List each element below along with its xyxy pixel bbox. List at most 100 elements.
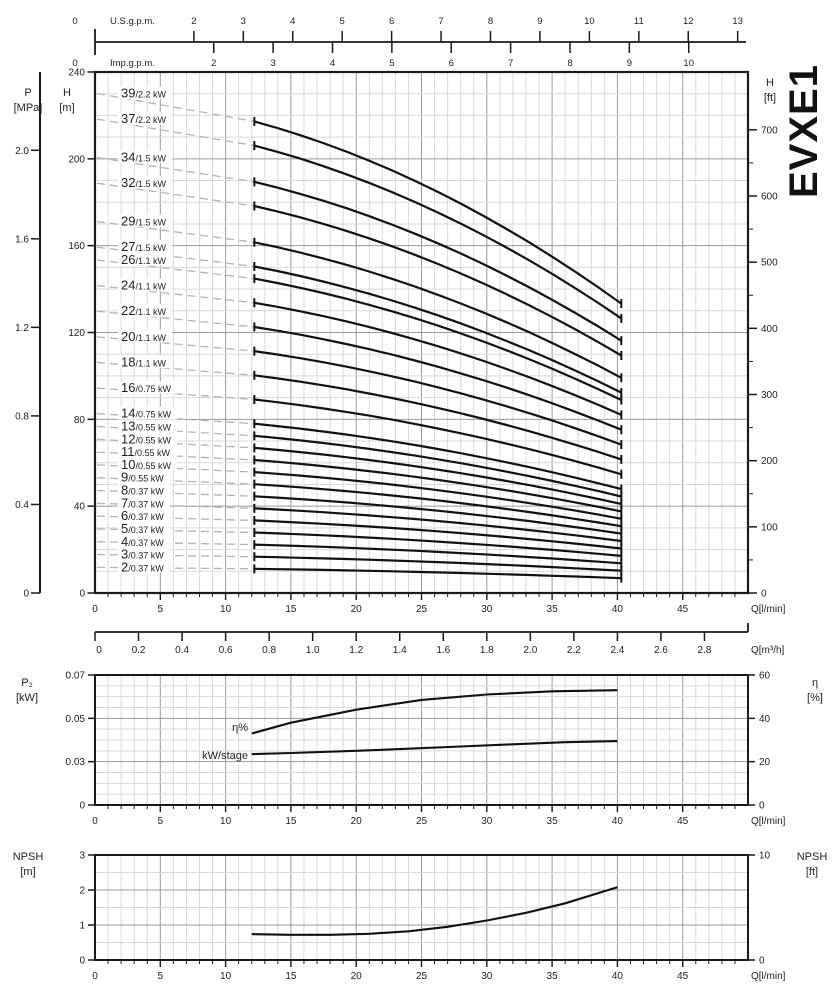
curve-label-32-stages: 32/1.5 kW [121, 175, 166, 190]
curve-label-bg [118, 86, 173, 99]
us-gpm-tick-label: 13 [732, 16, 743, 27]
x-tick-label: 35 [547, 604, 559, 615]
mpa-tick-label: 0.8 [15, 411, 29, 422]
power-axis-label: P₂ [kW] [4, 676, 50, 706]
x-axis-unit: Q[l/min] [751, 816, 786, 827]
curve-label-bg [118, 381, 177, 394]
head-curve-9-stages [254, 483, 622, 528]
x-tick-label: 10 [220, 816, 232, 827]
x-tick-label: 20 [351, 816, 363, 827]
curve-label-4-stages: 4/0.37 kW [121, 534, 164, 549]
x-tick-label: 30 [481, 816, 493, 827]
head-m-tick-label: 40 [74, 502, 86, 513]
x-tick-label: 0 [92, 816, 98, 827]
head-curve-37-stages [254, 144, 622, 320]
power-axis-unit: [kW] [16, 692, 38, 704]
head-ft-tick-label: 200 [761, 456, 778, 467]
curve-label-bg [118, 560, 170, 573]
eta-tick-label: 40 [759, 714, 771, 725]
eta-tick-label: 60 [759, 671, 771, 682]
x-tick-label: 10 [220, 971, 232, 982]
page-title: EVXE1 [782, 64, 826, 198]
m3h-axis-unit: Q[m³/h] [751, 645, 785, 656]
head-curve-3-stages [254, 555, 622, 572]
curve-label-2-stages: 2/0.37 kW [121, 559, 164, 574]
us-gpm-tick-label: 4 [290, 16, 295, 27]
x-tick-label: 25 [416, 816, 428, 827]
head-ft-tick-label: 600 [761, 191, 778, 202]
x-tick-label: 45 [677, 604, 689, 615]
power-axis-symbol: P₂ [21, 677, 33, 689]
curve-label-27-stages: 27/1.5 kW [121, 239, 166, 254]
curve-label-16-stages: 16/0.75 kW [121, 380, 171, 395]
npsh-ft-axis-label: NPSH [ft] [786, 850, 836, 880]
x-tick-label: 45 [677, 971, 689, 982]
imp-gpm-tick-label: 5 [389, 58, 394, 69]
x-tick-label: 20 [351, 971, 363, 982]
x-tick-label: 10 [220, 604, 232, 615]
m3h-tick-label: 1.0 [306, 645, 320, 656]
head-curve-27-stages [254, 265, 622, 394]
us-gpm-axis-label: U.S.g.p.m. [110, 16, 155, 27]
x-tick-label: 40 [612, 816, 624, 827]
us-gpm-tick-label: 12 [683, 16, 694, 27]
npsh-m-axis-unit: [m] [20, 866, 36, 878]
x-tick-label: 35 [547, 971, 559, 982]
head-curve-11-stages [254, 458, 622, 513]
head-m-axis-symbol: H [63, 87, 71, 99]
curve-label-9-stages: 9/0.55 kW [121, 470, 164, 485]
curve-label-bg [118, 355, 173, 368]
imp-gpm-tick-label: 2 [211, 58, 216, 69]
x-tick-label: 25 [416, 971, 428, 982]
curve-label-11-stages: 11/0.55 kW [121, 444, 171, 459]
imp-gpm-axis-label: Imp.g.p.m. [110, 58, 155, 69]
kw-per-stage-curve [251, 740, 618, 756]
x-tick-label: 5 [158, 816, 164, 827]
curve-label-bg [118, 547, 170, 561]
curve-label-bg [118, 496, 170, 509]
us-gpm-tick-label: 2 [191, 16, 196, 27]
curve-label-37-stages: 37/2.2 kW [121, 111, 166, 126]
x-tick-label: 15 [285, 604, 297, 615]
npsh-m-tick-label: 0 [79, 956, 85, 967]
head-chart: 39/2.2 kW 37/2.2 kW 34/1.5 kW 32/1.5 kW 29/1… [15, 68, 786, 657]
head-curve-12-stages [254, 446, 622, 505]
kw-tick-label: 0.07 [66, 671, 86, 682]
efficiency-curve [251, 689, 618, 735]
curve-label-20-stages: 20/1.1 kW [121, 329, 166, 344]
curve-label-13-stages: 13/0.55 kW [121, 418, 171, 433]
curve-label-bg [118, 419, 177, 432]
mpa-tick-label: 2.0 [15, 146, 29, 157]
head-ft-axis-label: H [ft] [752, 76, 788, 106]
curve-label-bg [118, 432, 177, 445]
m3h-tick-label: 1.6 [436, 645, 450, 656]
m3h-tick-label: 1.4 [393, 645, 407, 656]
curve-label-14-stages: 14/0.75 kW [121, 406, 171, 421]
m3h-tick-label: 0.6 [219, 645, 233, 656]
head-curve-16-stages [254, 398, 622, 476]
pressure-axis-label: P [MPa] [6, 86, 50, 116]
head-ft-axis-unit: [ft] [763, 92, 777, 104]
curve-label-bg [118, 278, 173, 292]
head-m-tick-label: 200 [68, 154, 85, 165]
x-tick-label: 0 [92, 971, 98, 982]
mpa-tick-label: 0 [23, 589, 29, 600]
eta-tick-label: 0 [759, 801, 765, 812]
mpa-tick-label: 1.6 [15, 234, 29, 245]
x-axis-unit: Q[l/min] [751, 604, 786, 615]
x-axis-unit: Q[l/min] [751, 971, 786, 982]
curve-label-5-stages: 5/0.37 kW [121, 521, 164, 536]
kw-tick-label: 0 [79, 801, 85, 812]
head-m-tick-label: 0 [79, 589, 85, 600]
m3h-tick-label: 0.8 [262, 645, 276, 656]
curve-label-bg [118, 112, 173, 125]
imp-gpm-tick-label: 6 [449, 58, 454, 69]
npsh-m-tick-label: 1 [79, 921, 85, 932]
curve-label-bg [118, 304, 173, 317]
head-ft-tick-label: 0 [761, 589, 767, 600]
top-gpm-axis: 0 U.S.g.p.m. 2 3 4 5 6 7 8 9 10 11 12 13 0 Imp.g.p.m. 2 3… [72, 16, 746, 69]
curve-label-bg [118, 445, 177, 458]
npsh-m-tick-label: 3 [79, 851, 85, 862]
us-gpm-tick-label: 5 [340, 16, 345, 27]
